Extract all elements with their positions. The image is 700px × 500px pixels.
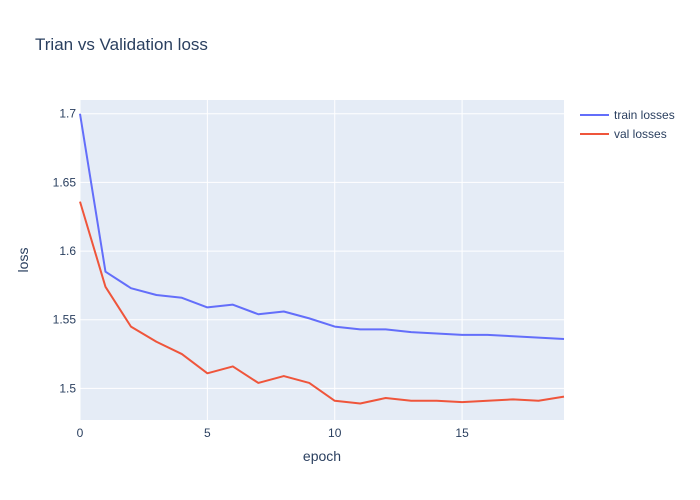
y-axis-label: loss: [15, 248, 31, 273]
y-tick-label: 1.65: [53, 175, 77, 189]
legend-item-train[interactable]: train losses: [580, 108, 675, 122]
series-line-train: [79, 113, 565, 340]
series-layer: [79, 113, 565, 405]
y-tick-label: 1.5: [59, 381, 76, 395]
legend[interactable]: train losses val losses: [580, 108, 675, 141]
grid-lines: [79, 100, 564, 420]
chart-title: Trian vs Validation loss: [35, 35, 208, 54]
legend-label: train losses: [614, 108, 675, 122]
tick-labels: 0 5 10 15 1.5 1.55 1.6 1.65 1.7: [53, 107, 469, 440]
x-tick-label: 0: [77, 426, 84, 440]
plot-background: [80, 100, 564, 420]
series-line-val: [79, 201, 565, 405]
legend-item-val[interactable]: val losses: [580, 127, 667, 141]
y-tick-label: 1.6: [59, 244, 76, 258]
x-tick-label: 5: [204, 426, 211, 440]
x-tick-label: 15: [455, 426, 469, 440]
legend-label: val losses: [614, 127, 667, 141]
x-axis-label: epoch: [303, 448, 341, 464]
y-tick-label: 1.55: [53, 313, 77, 327]
x-tick-label: 10: [328, 426, 342, 440]
y-tick-label: 1.7: [59, 107, 76, 121]
